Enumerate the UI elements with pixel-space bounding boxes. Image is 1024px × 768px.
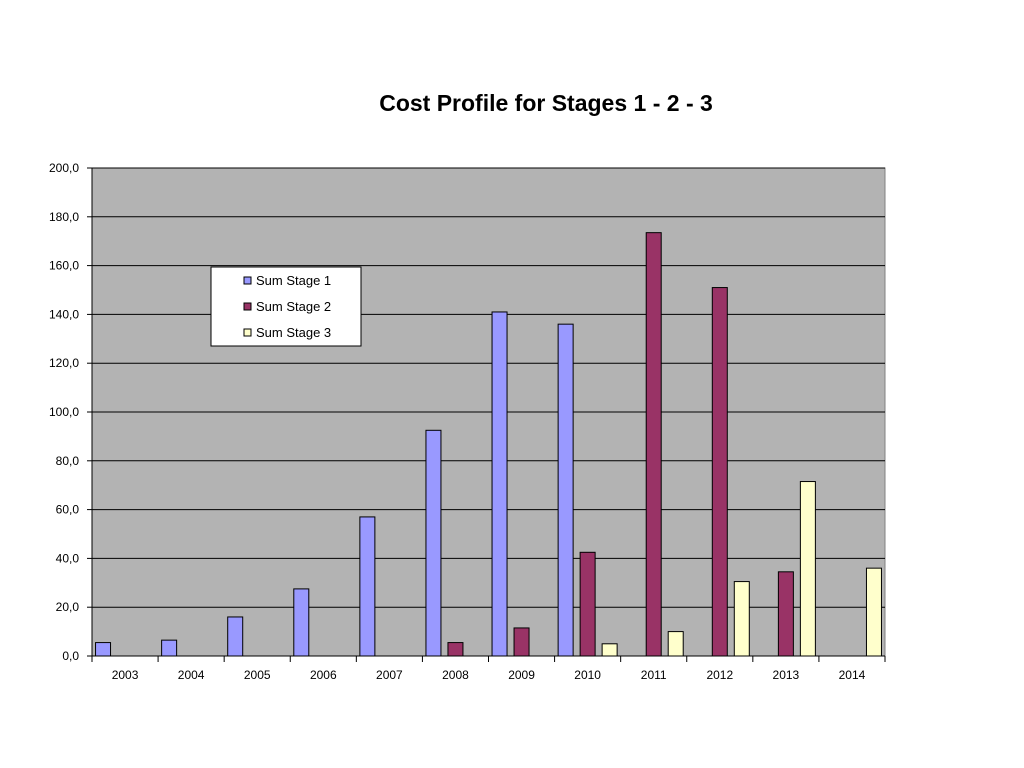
bar-sum-stage-1-2010 <box>557 323 574 657</box>
x-tick-label: 2013 <box>773 668 800 682</box>
y-tick-label: 60,0 <box>56 503 80 517</box>
legend: Sum Stage 1 Sum Stage 2 Sum Stage 3 <box>210 266 362 347</box>
legend-swatch-sum-stage-2 <box>243 302 252 311</box>
bar-sum-stage-3-2011 <box>667 631 684 657</box>
bar-sum-stage-3-2012 <box>733 581 750 657</box>
x-tick-label: 2003 <box>112 668 139 682</box>
bar-sum-stage-3-2014 <box>865 567 882 657</box>
bar-sum-stage-1-2009 <box>491 311 508 657</box>
bar-sum-stage-1-2008 <box>425 429 442 657</box>
bar-sum-stage-2-2009 <box>513 627 530 657</box>
bar-sum-stage-3-2013 <box>799 481 816 657</box>
legend-label: Sum Stage 1 <box>256 273 331 288</box>
y-tick-label: 160,0 <box>49 259 79 273</box>
legend-swatch-sum-stage-1 <box>243 276 252 285</box>
y-tick-label: 180,0 <box>49 210 79 224</box>
y-tick-label: 20,0 <box>56 600 80 614</box>
bars <box>95 232 882 657</box>
x-tick-label: 2008 <box>442 668 469 682</box>
bar-sum-stage-1-2004 <box>161 639 178 657</box>
legend-swatch-sum-stage-3 <box>243 328 252 337</box>
x-tick-label: 2005 <box>244 668 271 682</box>
bar-sum-stage-2-2012 <box>711 287 728 657</box>
x-tick-label: 2012 <box>706 668 733 682</box>
y-axis-ticks: 0,0 20,0 40,0 60,0 80,0 100,0 120,0 140,0 160,0 1… <box>49 161 92 663</box>
x-tick-label: 2006 <box>310 668 337 682</box>
y-tick-label: 40,0 <box>56 551 80 565</box>
legend-label: Sum Stage 3 <box>256 325 331 340</box>
x-tick-label: 2011 <box>641 668 667 682</box>
x-tick-label: 2004 <box>178 668 205 682</box>
chart-title: Cost Profile for Stages 1 - 2 - 3 <box>379 90 713 116</box>
legend-box <box>210 266 362 347</box>
x-tick-label: 2007 <box>376 668 403 682</box>
bar-sum-stage-1-2005 <box>227 616 244 657</box>
y-tick-label: 100,0 <box>49 405 79 419</box>
bar-sum-stage-2-2011 <box>645 232 662 657</box>
y-tick-label: 80,0 <box>56 454 80 468</box>
bar-sum-stage-2-2010 <box>579 551 596 657</box>
bar-sum-stage-2-2013 <box>777 571 794 657</box>
y-tick-label: 140,0 <box>49 307 79 321</box>
legend-label: Sum Stage 2 <box>256 299 331 314</box>
bar-sum-stage-1-2003 <box>95 642 112 657</box>
x-tick-label: 2014 <box>839 668 866 682</box>
bar-sum-stage-1-2007 <box>359 516 376 657</box>
bar-sum-stage-1-2006 <box>293 588 310 657</box>
x-tick-label: 2009 <box>508 668 535 682</box>
x-tick-label: 2010 <box>574 668 601 682</box>
x-axis-ticks: 2003 2004 2005 2006 2007 2008 2009 2010 2011 2012… <box>91 656 886 682</box>
y-tick-label: 120,0 <box>49 356 79 370</box>
bar-sum-stage-3-2010 <box>601 643 618 657</box>
y-tick-label: 0,0 <box>62 649 79 663</box>
y-tick-label: 200,0 <box>49 161 79 175</box>
bar-sum-stage-2-2008 <box>447 642 464 657</box>
